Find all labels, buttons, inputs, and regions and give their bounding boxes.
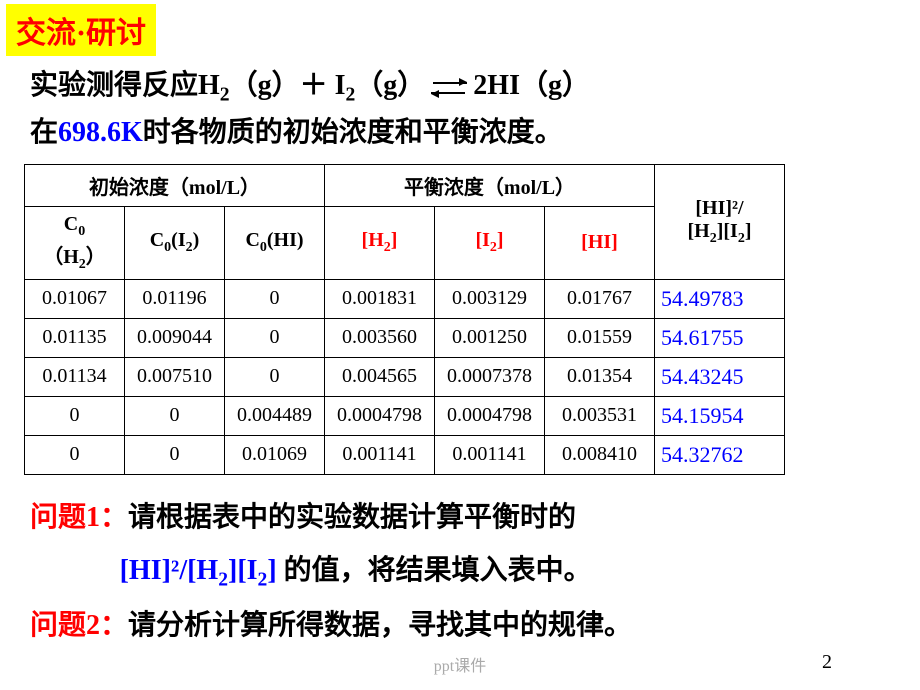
q2-label: 问题2：	[30, 610, 128, 641]
cell-c0i2: 0	[125, 396, 225, 435]
temperature-value: 698.6K	[58, 117, 143, 148]
cell-hi: 0.01559	[545, 318, 655, 357]
section-badge: 交流·研讨	[6, 4, 156, 56]
k-bot-1: [H	[688, 220, 710, 242]
table-row: 0.011350.00904400.0035600.0012500.015595…	[25, 318, 785, 357]
cell-k: 54.15954	[655, 396, 785, 435]
table-row: 0.010670.0119600.0018310.0031290.0176754…	[25, 279, 785, 318]
reaction-text-2: （g）＋ I	[230, 70, 346, 101]
cell-c0i2: 0.01196	[125, 279, 225, 318]
q1-tail: 的值，将结果填入表中。	[277, 555, 592, 586]
header-c0-hi: C0(HI)	[225, 206, 325, 279]
cell-c0i2: 0.007510	[125, 357, 225, 396]
cell-i2: 0.001250	[435, 318, 545, 357]
equilibrium-icon	[427, 79, 471, 97]
cell-hi: 0.01354	[545, 357, 655, 396]
condition-text-1: 在	[30, 117, 58, 148]
cell-h2: 0.0004798	[325, 396, 435, 435]
header-eq-hi: [HI]	[545, 206, 655, 279]
q1-text: 请根据表中的实验数据计算平衡时的	[128, 502, 576, 533]
condition-text-2: 时各物质的初始浓度和平衡浓度。	[143, 117, 563, 148]
reaction-text-4: 2HI（g）	[473, 70, 590, 101]
q1-formula: [HI]²/[H2][I2]	[120, 555, 277, 586]
k-bot-3: ]	[745, 220, 752, 242]
k-bot-2: ][I	[717, 220, 738, 242]
watermark-text: ppt课件	[434, 652, 486, 676]
header-k-expression: [HI]²/ [H2][I2]	[655, 164, 785, 279]
cell-hi: 0.008410	[545, 435, 655, 474]
cell-c0hi: 0.004489	[225, 396, 325, 435]
cell-h2: 0.003560	[325, 318, 435, 357]
cell-c0hi: 0	[225, 357, 325, 396]
cell-c0h2: 0	[25, 396, 125, 435]
page-number: 2	[822, 651, 832, 674]
cell-i2: 0.0007378	[435, 357, 545, 396]
cell-k: 54.49783	[655, 279, 785, 318]
header-eq-i2: [I2]	[435, 206, 545, 279]
cell-c0h2: 0.01134	[25, 357, 125, 396]
condition-line: 在698.6K时各物质的初始浓度和平衡浓度。	[30, 111, 920, 156]
cell-c0hi: 0	[225, 279, 325, 318]
header-equilibrium-conc: 平衡浓度（mol/L）	[325, 164, 655, 206]
table-header-row-1: 初始浓度（mol/L） 平衡浓度（mol/L） [HI]²/ [H2][I2]	[25, 164, 785, 206]
table-row: 000.0044890.00047980.00047980.00353154.1…	[25, 396, 785, 435]
cell-c0i2: 0.009044	[125, 318, 225, 357]
header-initial-conc: 初始浓度（mol/L）	[25, 164, 325, 206]
table-row: 0.011340.00751000.0045650.00073780.01354…	[25, 357, 785, 396]
header-c0-h2: C0（H2）	[25, 206, 125, 279]
cell-c0h2: 0.01067	[25, 279, 125, 318]
cell-k: 54.61755	[655, 318, 785, 357]
cell-i2: 0.001141	[435, 435, 545, 474]
cell-h2: 0.001831	[325, 279, 435, 318]
cell-c0h2: 0.01135	[25, 318, 125, 357]
cell-h2: 0.001141	[325, 435, 435, 474]
k-top: [HI]²/	[695, 197, 743, 219]
cell-c0h2: 0	[25, 435, 125, 474]
header-c0-i2: C0(I2)	[125, 206, 225, 279]
questions-block: 问题1：请根据表中的实验数据计算平衡时的 [HI]²/[H2][I2] 的值，将…	[30, 491, 920, 652]
question-2: 问题2：请分析计算所得数据，寻找其中的规律。	[30, 599, 920, 652]
reaction-text-1: 实验测得反应H	[30, 70, 220, 101]
cell-i2: 0.003129	[435, 279, 545, 318]
reaction-text-3: （g）	[355, 70, 425, 101]
cell-c0i2: 0	[125, 435, 225, 474]
cell-k: 54.32762	[655, 435, 785, 474]
cell-c0hi: 0.01069	[225, 435, 325, 474]
cell-hi: 0.01767	[545, 279, 655, 318]
reaction-line: 实验测得反应H2（g）＋ I2（g）2HI（g）	[30, 64, 920, 111]
cell-c0hi: 0	[225, 318, 325, 357]
cell-h2: 0.004565	[325, 357, 435, 396]
data-table: 初始浓度（mol/L） 平衡浓度（mol/L） [HI]²/ [H2][I2] …	[24, 164, 785, 475]
cell-hi: 0.003531	[545, 396, 655, 435]
table-row: 000.010690.0011410.0011410.00841054.3276…	[25, 435, 785, 474]
cell-i2: 0.0004798	[435, 396, 545, 435]
question-1-line2: [HI]²/[H2][I2] 的值，将结果填入表中。	[30, 544, 920, 599]
question-1: 问题1：请根据表中的实验数据计算平衡时的	[30, 491, 920, 544]
data-table-container: 初始浓度（mol/L） 平衡浓度（mol/L） [HI]²/ [H2][I2] …	[24, 164, 920, 475]
q1-label: 问题1：	[30, 502, 128, 533]
sub-2: 2	[345, 85, 355, 106]
header-eq-h2: [H2]	[325, 206, 435, 279]
q2-text: 请分析计算所得数据，寻找其中的规律。	[128, 610, 632, 641]
sub-2: 2	[220, 85, 230, 106]
cell-k: 54.43245	[655, 357, 785, 396]
intro-text: 实验测得反应H2（g）＋ I2（g）2HI（g） 在698.6K时各物质的初始浓…	[30, 64, 920, 156]
